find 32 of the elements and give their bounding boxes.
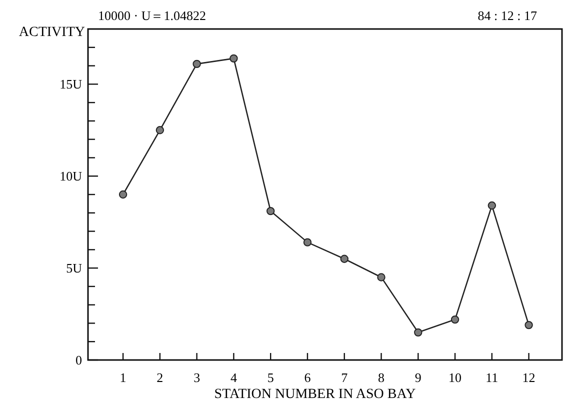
point xyxy=(266,206,275,216)
x-tick-label: 8 xyxy=(378,370,385,385)
text: 84 : 12 : 17 xyxy=(478,8,538,23)
y-tick-label: 15U xyxy=(60,76,83,92)
y-axis-title: ACTIVITY xyxy=(18,25,85,40)
point xyxy=(524,320,533,330)
x-axis-title: STATION NUMBER IN ASO BAY xyxy=(214,387,416,402)
x-tick-label: 6 xyxy=(304,370,312,385)
point xyxy=(488,201,496,210)
x-tick-label: 5 xyxy=(267,370,274,385)
point xyxy=(414,328,422,337)
x-tick-label: 10 xyxy=(448,370,462,385)
point xyxy=(450,315,460,324)
point xyxy=(118,190,128,199)
point xyxy=(156,126,164,134)
point xyxy=(377,273,386,282)
x-tick-label: 2 xyxy=(156,370,164,385)
x-tick-label: 1 xyxy=(120,370,126,385)
point xyxy=(340,254,348,263)
y-tick-label: 5U xyxy=(66,260,83,276)
y-tick-label: 10U xyxy=(60,168,83,184)
point xyxy=(303,238,312,246)
x-tick-label: 3 xyxy=(194,370,200,385)
x-tick-label: 12 xyxy=(522,370,536,385)
x-tick-label: 7 xyxy=(341,370,348,385)
x-tick-label: 4 xyxy=(230,370,238,385)
point xyxy=(230,54,238,63)
text: 10000 · U＝1.04822 xyxy=(98,8,206,23)
x-tick-label: 9 xyxy=(414,370,422,385)
x-tick-label: 11 xyxy=(486,370,498,385)
point xyxy=(192,60,201,68)
y-tick-label: 0 xyxy=(76,352,82,368)
